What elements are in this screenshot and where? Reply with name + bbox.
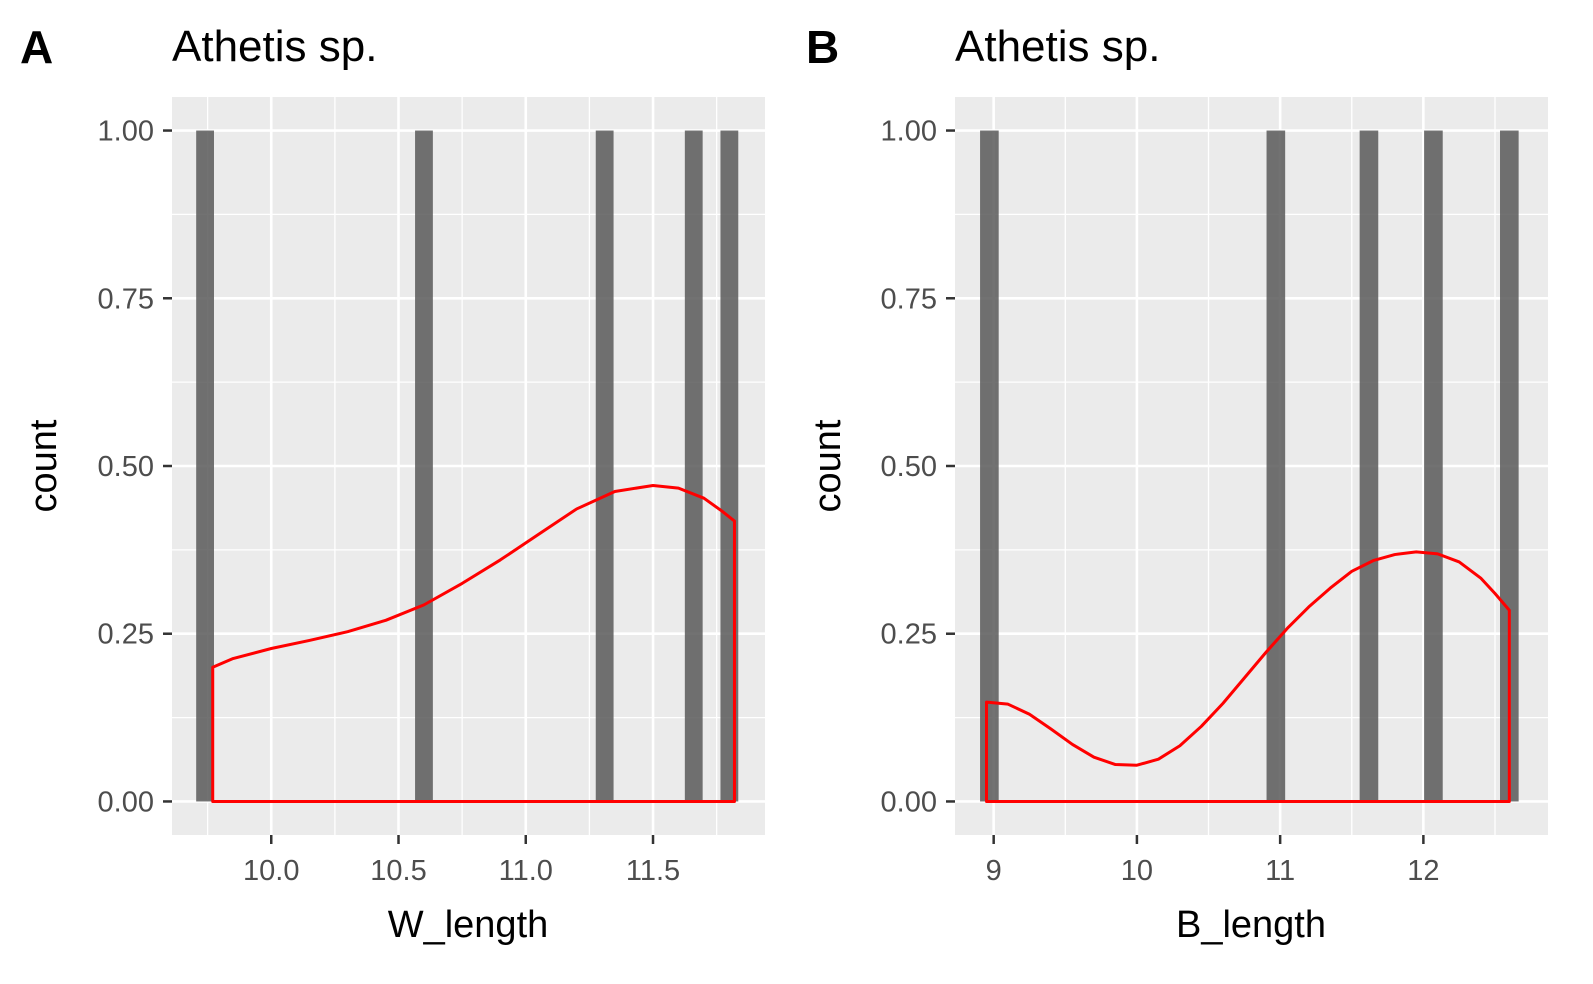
histogram-bar	[1424, 130, 1443, 802]
histogram-bar	[1266, 130, 1286, 802]
panel-b-title: Athetis sp.	[955, 22, 1160, 71]
panel-b-x-axis-title: B_length	[1176, 904, 1326, 946]
x-tick-label: 11	[1265, 855, 1295, 887]
histogram-bar	[595, 130, 614, 802]
panel-b-density-curve	[985, 550, 1511, 803]
panel-a-density-curve	[211, 483, 736, 803]
panel-b-y-axis-title: count	[807, 419, 849, 512]
panel-a: A Athetis sp. 0.000.250.500.751.00 10.0 1…	[20, 21, 765, 946]
x-tick-label: 9	[986, 855, 1002, 887]
x-tick-label: 12	[1407, 855, 1439, 887]
histogram-bar	[1359, 130, 1379, 802]
histogram-bar	[196, 130, 214, 802]
panel-a-x-axis-title: W_length	[388, 904, 549, 946]
panel-b-x-axis: 9 10 11 12	[986, 835, 1440, 887]
x-tick-label: 10.5	[370, 855, 426, 887]
y-tick-label: 1.00	[881, 116, 937, 148]
panel-b-y-axis: 0.00 0.25 0.50 0.75 1.00	[881, 116, 955, 818]
panel-a-x-axis: 10.0 10.5 11.0 11.5	[243, 835, 680, 887]
y-tick-label: 0.50	[98, 451, 154, 483]
x-tick-label: 11.0	[499, 855, 553, 887]
panel-tag-b: B	[806, 21, 839, 73]
x-tick-label: 10.0	[243, 855, 299, 887]
y-tick-label: 0.75	[881, 283, 937, 315]
y-tick-label: 0.00	[881, 786, 937, 818]
panel-b-bars	[980, 130, 1519, 802]
histogram-bar	[980, 130, 999, 802]
y-tick-label: 0.25	[98, 619, 154, 651]
histogram-bar	[415, 130, 433, 802]
panel-tag-a: A	[20, 21, 53, 73]
y-tick-label: 0.50	[881, 451, 937, 483]
y-tick-label: 0.25	[881, 619, 937, 651]
y-tick-label: 1.00	[98, 116, 154, 148]
x-tick-label: 11.5	[626, 855, 680, 887]
panel-a-bars	[196, 130, 739, 802]
y-tick-label: 0.75	[98, 283, 154, 315]
panel-a-title: Athetis sp.	[172, 22, 377, 71]
histogram-bar	[1500, 130, 1519, 802]
x-tick-label: 10	[1121, 855, 1153, 887]
panel-a-y-axis-title: count	[23, 419, 65, 512]
histogram-bar	[684, 130, 703, 802]
y-tick-label: 0.00	[98, 786, 154, 818]
panel-a-y-axis: 0.00 0.25 0.50 0.75 1.00	[98, 116, 172, 818]
panel-b: B Athetis sp. 0.00 0.25 0.50 0.75 1.00 9 10 11…	[806, 21, 1548, 946]
